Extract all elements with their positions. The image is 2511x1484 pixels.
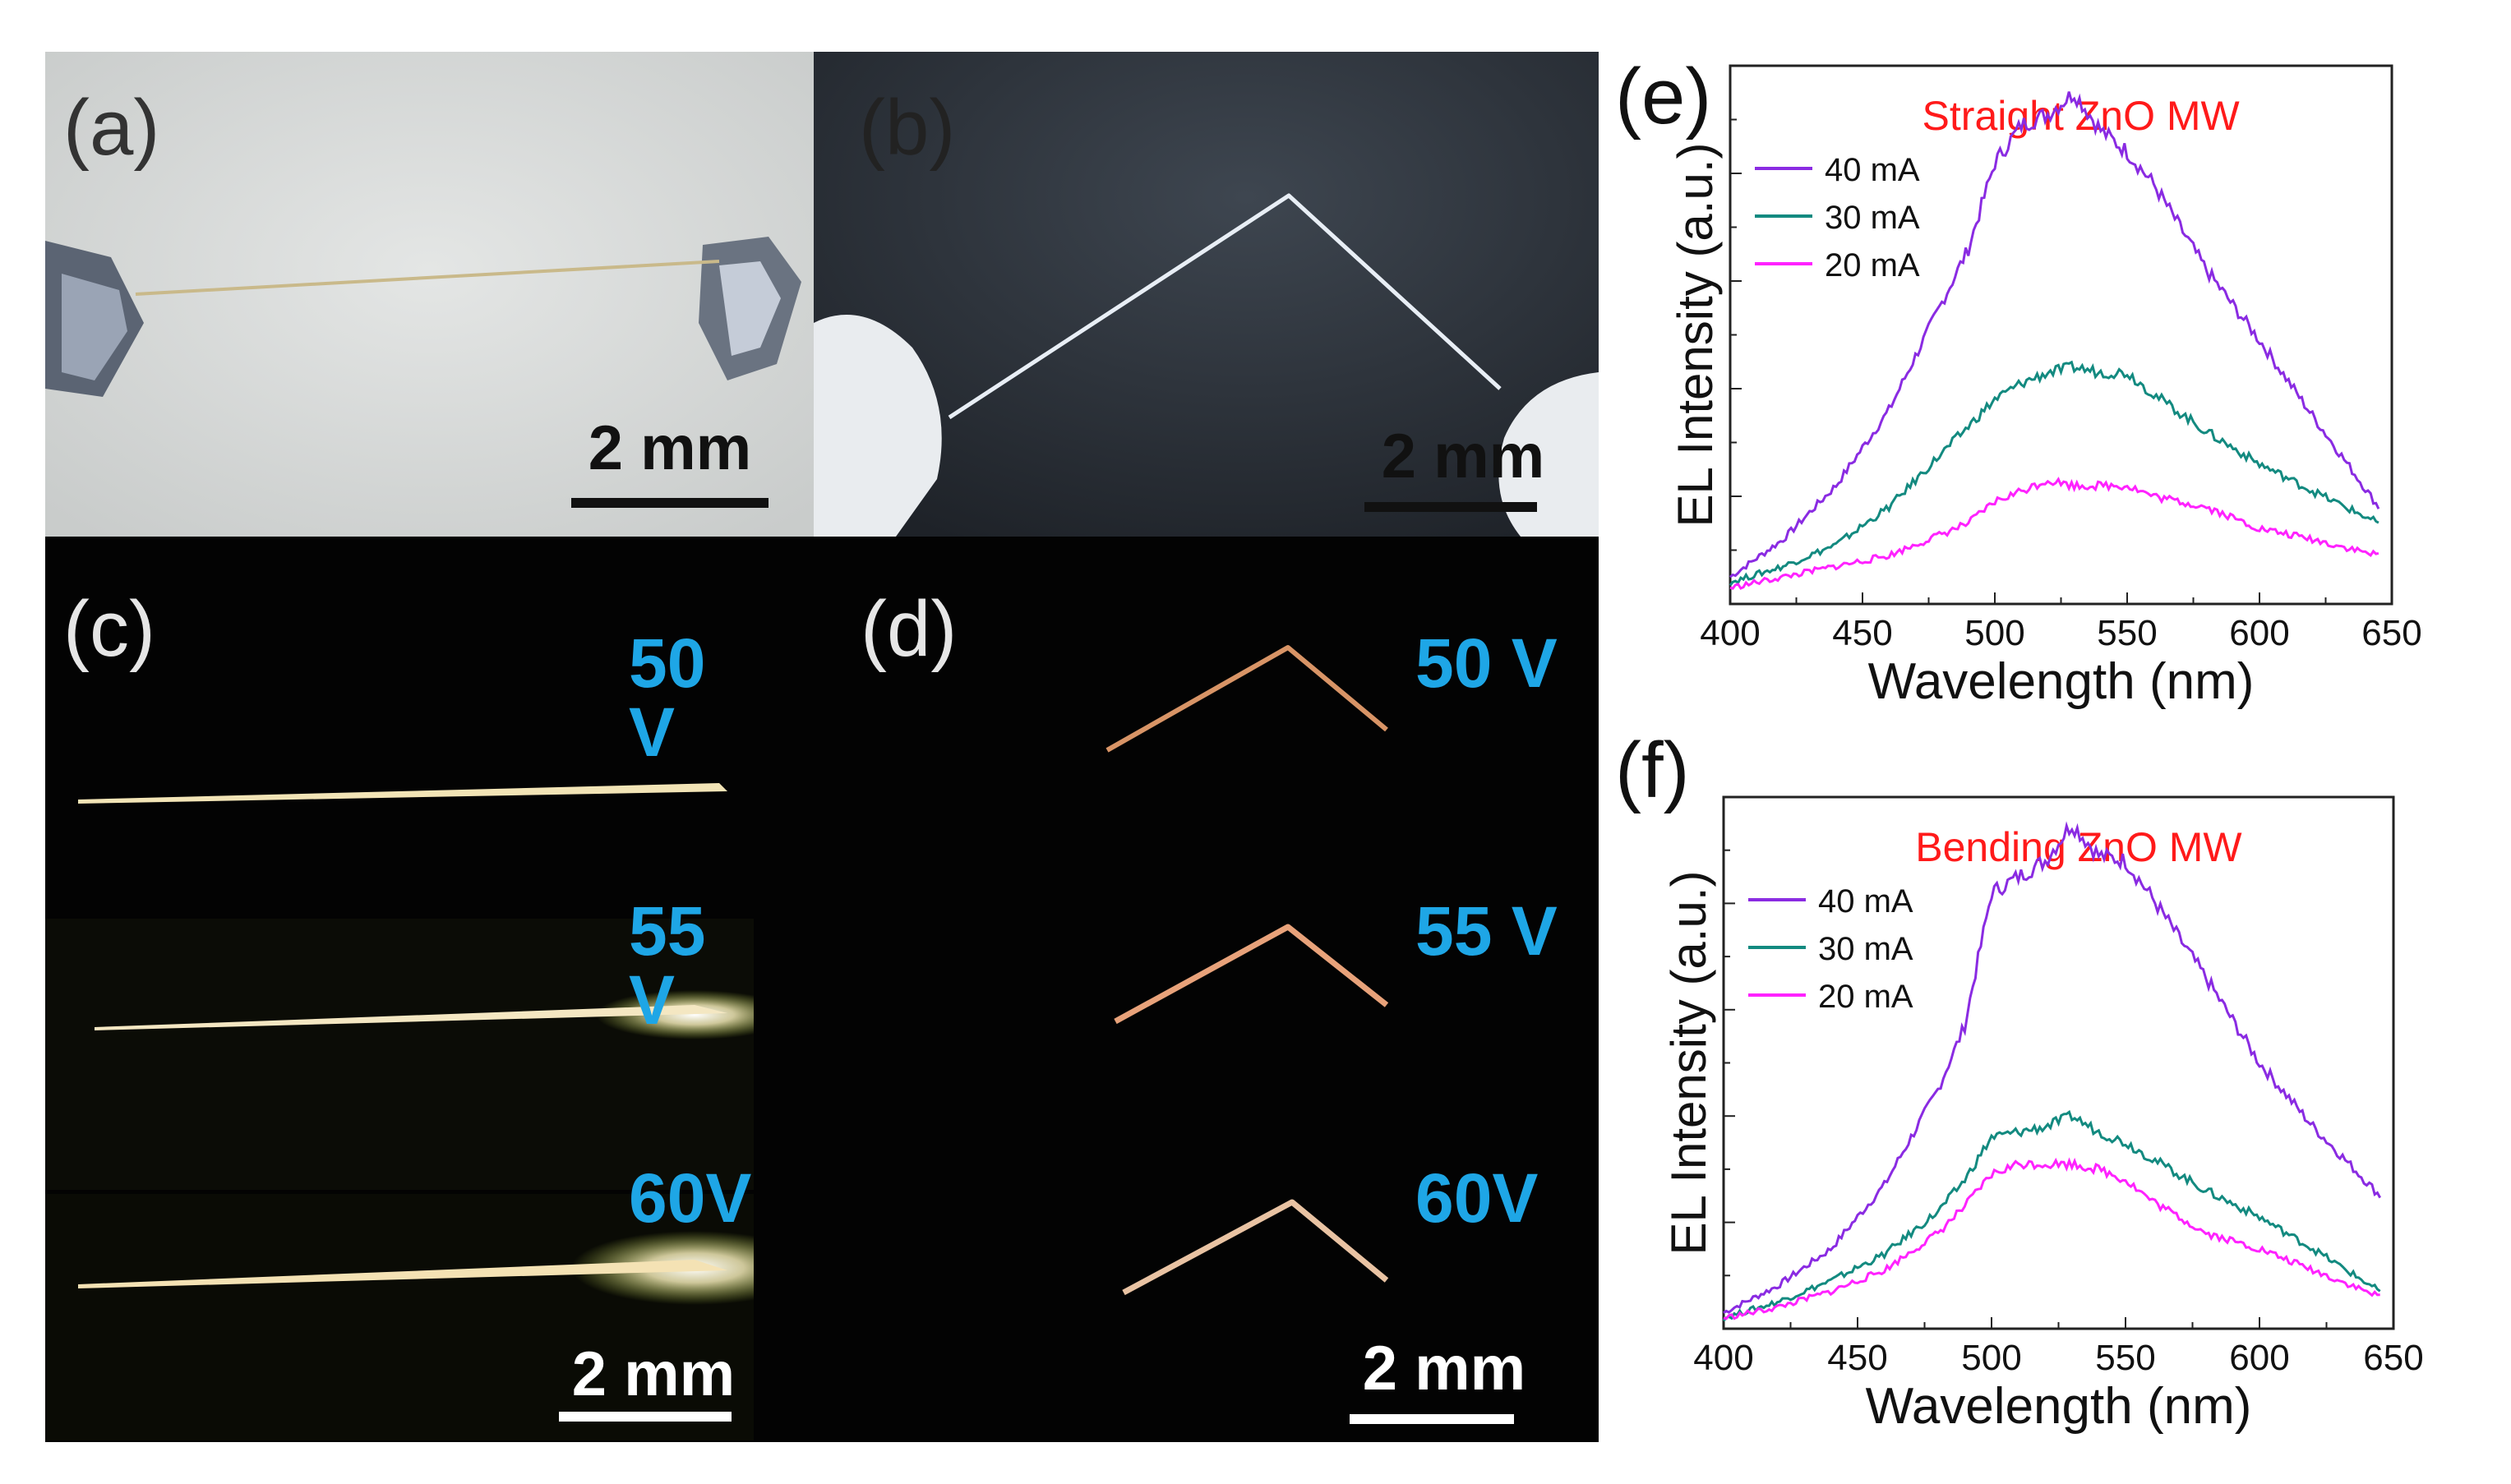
chart-f-frame	[1722, 795, 2395, 1330]
chart-e-frame	[1729, 64, 2393, 606]
chart-e-series-40-mA	[1729, 91, 2380, 578]
panel-d-voltage-50: 50 V	[1415, 624, 1558, 702]
panel-c-label: (c)	[63, 585, 155, 673]
panel-c-voltage-55: 55 V	[629, 892, 706, 1039]
chart-f-x-tick-label: 450	[1827, 1338, 1887, 1378]
panel-c: (c) 50 V 55 V 60V 2 mm	[45, 537, 754, 1442]
panel-c-scale-bar	[559, 1412, 732, 1422]
chart-e-label: (e)	[1615, 53, 1712, 141]
chart-e-x-tick-label: 600	[2229, 613, 2289, 653]
chart-e-ylabel: EL Intensity (a.u.)	[1668, 143, 1723, 528]
chart-f-x-tick-label: 600	[2229, 1338, 2289, 1378]
panel-d: (d) 50 V 55 V 60V 2 mm	[754, 537, 1599, 1442]
left-electrode	[814, 315, 942, 537]
bent-wire-emission-60v	[1122, 1199, 1389, 1296]
wire-emission-60v	[78, 1260, 727, 1288]
panel-a-scale-text: 2 mm	[588, 413, 752, 483]
panel-b-label: (b)	[859, 84, 956, 172]
panel-c-voltage-60: 60V	[629, 1159, 752, 1237]
panel-a-label: (a)	[63, 84, 160, 172]
chart-e-x-tick-label: 450	[1832, 613, 1892, 653]
chart-e-title: Straight ZnO MW	[1922, 93, 2241, 139]
bent-wire-emission-55v	[1114, 924, 1389, 1025]
chart-e-legend-label: 40 mA	[1825, 152, 1920, 188]
chart-e-legend-label: 30 mA	[1825, 200, 1920, 236]
panel-a-scale-bar	[571, 498, 769, 508]
panel-a: (a) 2 mm	[45, 52, 814, 537]
chart-f-series-30-mA	[1722, 1109, 2381, 1322]
chart-f-x-tick-label: 400	[1693, 1338, 1753, 1378]
chart-e-legend-label: 20 mA	[1825, 247, 1920, 283]
chart-e-x-tick-label: 550	[2097, 613, 2157, 653]
chart-e-plot: 400 450 500 550 600 650 Wavelength (nm) EL Inte…	[1668, 64, 2422, 710]
chart-e: (e) 400 450 500 550 600 650 Wavelength (nm) EL …	[1599, 33, 2511, 731]
chart-e-x-tick-label: 650	[2361, 613, 2421, 653]
wire-emission-50v	[78, 783, 727, 804]
panel-d-voltage-60: 60V	[1415, 1159, 1539, 1237]
chart-e-series-20-mA	[1729, 477, 2379, 590]
chart-f-label: (f)	[1615, 726, 1690, 814]
panel-c-voltage-50: 50 V	[629, 624, 706, 771]
chart-e-xlabel: Wavelength (nm)	[1868, 653, 2255, 710]
panel-d-photo	[754, 537, 1599, 1442]
panel-d-label: (d)	[861, 585, 958, 673]
panel-d-scale-bar	[1350, 1414, 1514, 1424]
right-electrode	[1498, 372, 1599, 537]
chart-f-legend-label: 20 mA	[1818, 979, 1913, 1015]
panel-b: (b) 2 mm	[814, 52, 1599, 537]
panel-d-voltage-55: 55 V	[1415, 892, 1558, 970]
panel-d-scale-text: 2 mm	[1362, 1334, 1526, 1403]
chart-f-legend-label: 30 mA	[1818, 931, 1913, 967]
chart-f-legend-label: 40 mA	[1818, 883, 1913, 919]
chart-e-x-tick-label: 400	[1700, 613, 1760, 653]
panel-c-scale-text: 2 mm	[571, 1339, 736, 1409]
panel-b-scale-bar	[1364, 502, 1537, 512]
bent-microwire	[948, 193, 1502, 420]
chart-f-series-40-mA	[1723, 821, 2382, 1314]
panel-a-photo	[45, 52, 814, 537]
wire-emission-55v	[95, 1005, 727, 1030]
chart-e-x-tick-label: 500	[1964, 613, 2024, 653]
chart-f-plot: 400 450 500 550 600 650 Wavelength (nm) EL Inte…	[1661, 795, 2424, 1435]
chart-f: (f) 400 450 500 550 600 650 Wavelength (nm) EL …	[1599, 731, 2511, 1480]
bent-wire-emission-50v	[1105, 645, 1388, 753]
chart-f-series-20-mA	[1723, 1157, 2380, 1320]
panel-b-photo	[814, 52, 1599, 537]
chart-f-x-tick-label: 650	[2363, 1338, 2423, 1378]
straight-microwire	[135, 260, 720, 296]
chart-f-ylabel: EL Intensity (a.u.)	[1661, 871, 1716, 1256]
chart-f-x-tick-label: 550	[2095, 1338, 2155, 1378]
chart-e-series-30-mA	[1729, 360, 2379, 587]
chart-f-xlabel: Wavelength (nm)	[1866, 1378, 2252, 1435]
panel-c-photo	[45, 537, 754, 1442]
panel-b-scale-text: 2 mm	[1381, 422, 1545, 491]
chart-f-x-tick-label: 500	[1961, 1338, 2021, 1378]
